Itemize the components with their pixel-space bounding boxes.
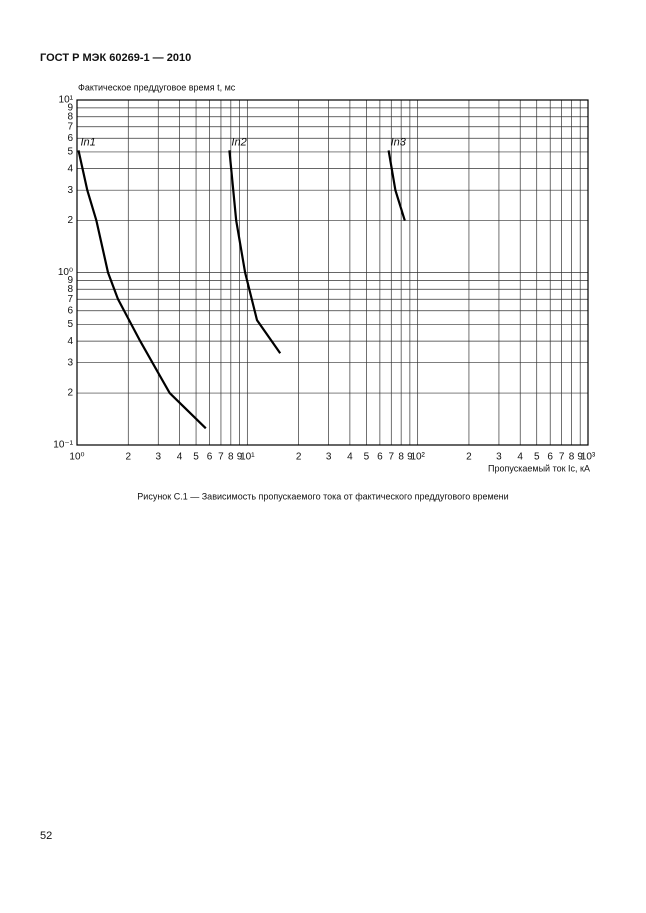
y-tick-label: 8 — [67, 284, 73, 295]
y-tick-label: 6 — [67, 305, 73, 316]
x-tick-label: 5 — [193, 452, 199, 463]
x-tick-label: 4 — [177, 452, 183, 463]
x-tick-label: 10⁰ — [69, 452, 84, 463]
x-tick-label: 10² — [410, 452, 425, 463]
x-tick-label: 6 — [207, 452, 213, 463]
x-tick-label: 9 — [407, 452, 413, 463]
x-tick-label: 4 — [347, 452, 353, 463]
y-tick-label: 6 — [67, 133, 73, 144]
header-title: ГОСТ Р МЭК 60269-1 — 2010 — [40, 52, 191, 64]
x-tick-label: 2 — [296, 452, 302, 463]
caption: Рисунок С.1 — Зависимость пропускаемого … — [137, 491, 508, 501]
y-tick-label: 9 — [67, 275, 73, 286]
x-tick-label: 8 — [228, 452, 234, 463]
y-tick-label: 3 — [67, 185, 73, 196]
x-tick-label: 8 — [569, 452, 575, 463]
x-tick-label: 5 — [534, 452, 540, 463]
y-tick-label: 7 — [67, 294, 73, 305]
series-label: In3 — [391, 136, 407, 148]
y-tick-label: 10¹ — [59, 95, 74, 106]
x-tick-label: 7 — [218, 452, 224, 463]
x-tick-label: 3 — [326, 452, 332, 463]
x-tick-label: 2 — [125, 452, 131, 463]
y-axis-label: Фактическое преддуговое время t, мс — [78, 82, 236, 92]
x-tick-label: 9 — [237, 452, 243, 463]
y-tick-label: 3 — [67, 357, 73, 368]
x-tick-label: 6 — [377, 452, 383, 463]
x-tick-label: 9 — [577, 452, 583, 463]
x-tick-label: 7 — [389, 452, 395, 463]
y-tick-label: 10⁰ — [58, 267, 73, 278]
y-tick-label: 10⁻¹ — [53, 440, 73, 451]
x-tick-label: 10³ — [581, 452, 596, 463]
y-tick-label: 5 — [67, 147, 73, 158]
y-tick-label: 2 — [67, 388, 73, 399]
x-axis-label: Пропускаемый ток Ic, кА — [488, 463, 590, 473]
y-tick-label: 2 — [67, 215, 73, 226]
y-tick-label: 9 — [67, 103, 73, 114]
y-tick-label: 5 — [67, 319, 73, 330]
y-tick-label: 4 — [67, 336, 73, 347]
series-line — [387, 150, 406, 221]
page-number: 52 — [40, 830, 52, 842]
x-tick-label: 7 — [559, 452, 565, 463]
series-label: In1 — [80, 136, 95, 148]
x-tick-label: 10¹ — [240, 452, 255, 463]
x-tick-label: 6 — [547, 452, 553, 463]
x-tick-label: 3 — [496, 452, 502, 463]
y-tick-label: 7 — [67, 121, 73, 132]
y-tick-label: 8 — [67, 111, 73, 122]
x-tick-label: 3 — [155, 452, 161, 463]
x-tick-label: 4 — [517, 452, 523, 463]
plot-frame — [76, 99, 589, 446]
series-line — [228, 150, 282, 354]
series-line — [77, 150, 207, 430]
x-tick-label: 2 — [466, 452, 472, 463]
x-tick-label: 8 — [398, 452, 404, 463]
y-tick-label: 4 — [67, 163, 73, 174]
series-label: In2 — [231, 136, 246, 148]
x-tick-label: 5 — [364, 452, 370, 463]
